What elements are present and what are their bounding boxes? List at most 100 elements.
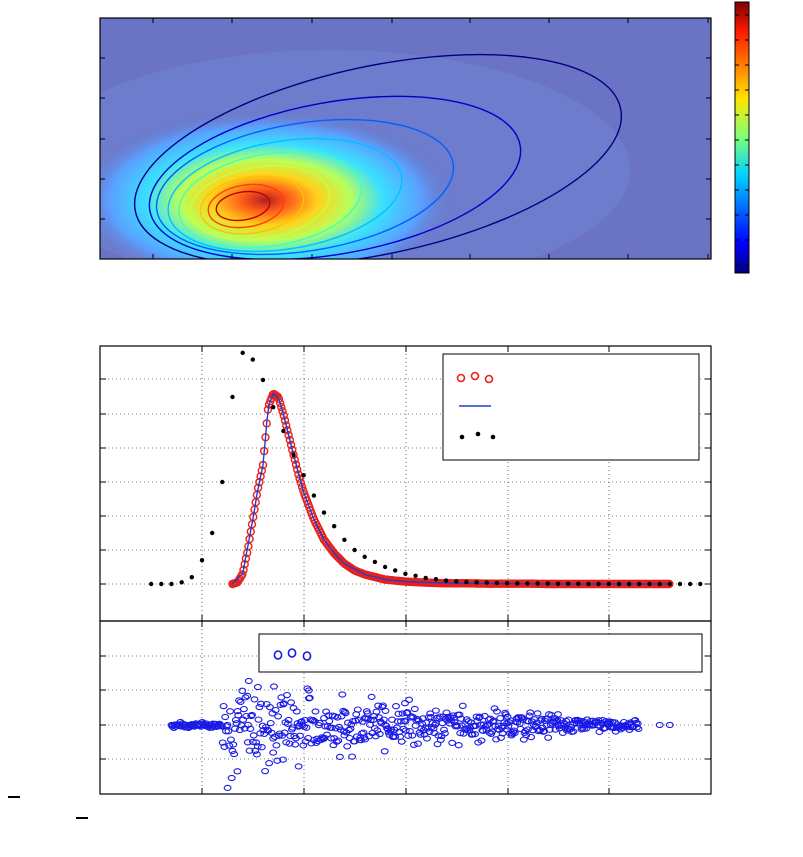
- residual-point: [221, 713, 230, 721]
- residual-point: [335, 753, 344, 761]
- residual-point: [236, 698, 245, 706]
- contour-line: [189, 165, 331, 241]
- residual-point: [375, 730, 384, 738]
- data-point-black: [433, 577, 439, 582]
- residual-point: [217, 723, 226, 730]
- residual-point: [253, 683, 262, 691]
- residual-point: [241, 694, 250, 701]
- residual-point: [655, 721, 664, 729]
- residual-point: [340, 732, 349, 739]
- residual-point: [346, 725, 355, 732]
- data-point-black: [159, 581, 164, 587]
- residual-point: [431, 720, 440, 727]
- colorbar: [734, 1, 750, 274]
- data-point-black: [545, 581, 550, 586]
- data-point-black: [454, 579, 459, 584]
- data-point-black: [382, 564, 388, 570]
- residual-point: [218, 739, 227, 746]
- data-point-black: [230, 394, 235, 400]
- residual-point: [233, 708, 242, 715]
- data-point-black: [403, 571, 408, 576]
- contour-line: [178, 151, 362, 249]
- residual-point: [334, 737, 343, 744]
- residual-point: [302, 724, 311, 731]
- residual-point: [252, 739, 261, 746]
- data-point-black: [362, 554, 367, 559]
- residual-point: [527, 733, 536, 741]
- data-point-black: [535, 581, 540, 586]
- residual-point: [575, 717, 584, 725]
- legend-entry-red-circles: [456, 371, 494, 384]
- residual-point: [504, 723, 513, 730]
- residual-point: [254, 716, 263, 723]
- residual-point: [372, 708, 381, 715]
- residual-point: [280, 729, 289, 736]
- residual-point: [526, 709, 535, 716]
- residual-point: [562, 717, 571, 725]
- residual-point: [423, 725, 432, 732]
- residual-point: [220, 743, 229, 750]
- residual-point: [287, 699, 296, 706]
- data-point-black: [647, 581, 652, 587]
- residual-point: [440, 726, 448, 733]
- residual-point: [244, 721, 252, 729]
- data-point-red: [278, 407, 287, 416]
- residual-point: [233, 768, 242, 775]
- residual-point: [533, 710, 542, 717]
- data-point-black: [250, 357, 255, 362]
- legend-marker: [475, 431, 481, 437]
- residual-point: [442, 709, 451, 716]
- residual-point: [396, 718, 405, 725]
- residual-point: [325, 717, 334, 725]
- data-point-black: [494, 580, 500, 586]
- data-point-black: [413, 573, 418, 578]
- heatmap-panel: [99, 1, 750, 274]
- residual-point: [285, 740, 294, 747]
- residual-point: [401, 700, 409, 707]
- data-point-red: [284, 431, 293, 440]
- residual-point: [343, 743, 352, 750]
- data-point-red: [289, 450, 298, 459]
- data-point-black: [352, 547, 357, 553]
- data-point-black: [291, 452, 296, 457]
- residual-point: [338, 691, 347, 698]
- residual-point: [374, 702, 383, 709]
- residual-point: [483, 722, 492, 729]
- residual-point: [549, 718, 558, 725]
- residual-point: [480, 712, 489, 720]
- residual-point: [454, 742, 463, 749]
- residual-point: [484, 716, 493, 723]
- residual-point: [322, 708, 331, 715]
- legend-marker: [456, 373, 466, 383]
- data-point-black: [271, 405, 276, 410]
- residual-point: [457, 715, 466, 722]
- residual-point: [311, 708, 320, 715]
- legend-marker: [490, 434, 496, 440]
- residual-point: [569, 728, 578, 735]
- data-point-red: [238, 570, 247, 579]
- data-point-red: [282, 421, 291, 430]
- data-point-black: [281, 428, 286, 434]
- residual-point: [333, 714, 342, 721]
- legend-marker: [302, 651, 312, 661]
- residual-point: [244, 677, 253, 685]
- residual-point: [503, 720, 512, 727]
- residual-point: [426, 710, 435, 717]
- data-point-black: [332, 524, 337, 529]
- residual-point: [391, 733, 400, 740]
- residual-point: [273, 757, 282, 764]
- residual-point: [294, 763, 303, 770]
- data-point-black: [637, 581, 642, 587]
- data-point-black: [464, 579, 469, 585]
- residual-point: [229, 741, 238, 748]
- residual-point: [248, 711, 256, 719]
- residual-point: [327, 735, 335, 742]
- residual-point: [283, 691, 291, 699]
- residual-point: [284, 716, 293, 724]
- data-point-black: [311, 493, 317, 498]
- data-point-black: [525, 581, 530, 586]
- residual-point: [399, 725, 408, 733]
- data-point-black: [199, 558, 205, 563]
- data-point-red: [256, 472, 265, 481]
